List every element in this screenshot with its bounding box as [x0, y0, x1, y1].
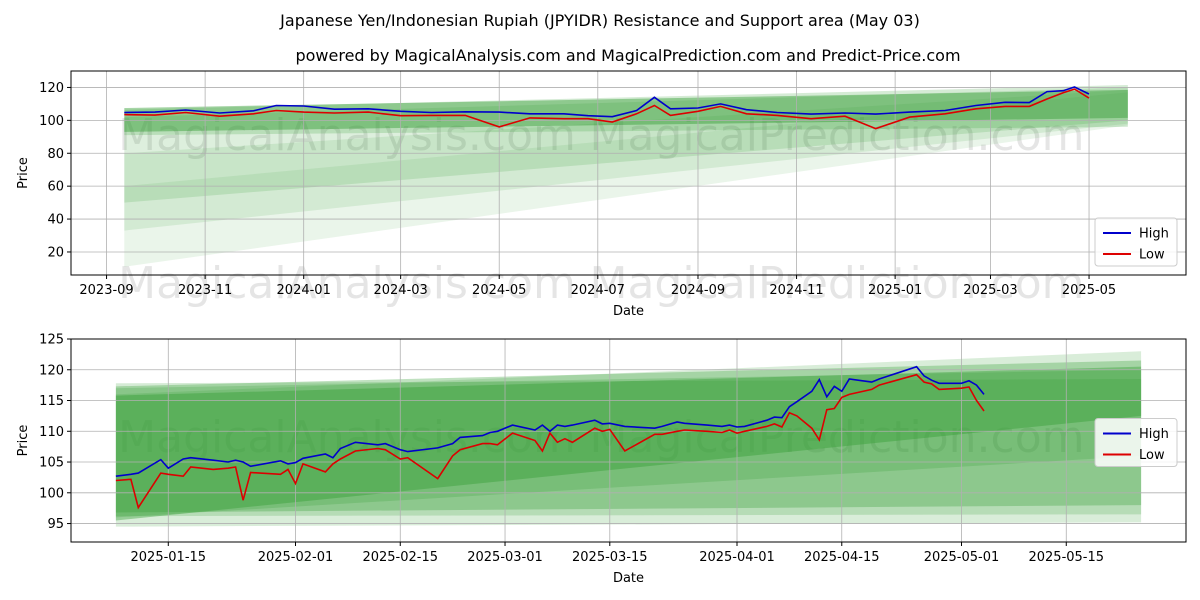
y-tick-label: 20: [47, 245, 64, 260]
y-tick-label: 115: [39, 394, 64, 409]
legend-entry-low: Low: [1139, 448, 1165, 463]
series-line-high: [124, 86, 1090, 118]
x-tick-label: 2024-05: [472, 283, 526, 298]
plot-frame: [70, 70, 1187, 276]
x-tick-label: 2024-01: [277, 283, 331, 298]
series-line-low: [115, 373, 985, 510]
x-tick-label: 2025-05-01: [924, 550, 1000, 565]
legend-entry-high: High: [1139, 427, 1169, 442]
x-tick-label: 2025-02-15: [362, 550, 438, 565]
x-tick-label: 2025-05-15: [1028, 550, 1104, 565]
legend: High Low: [1094, 217, 1178, 267]
support-resistance-band: [124, 89, 1128, 231]
y-tick-label: 110: [39, 425, 64, 440]
x-tick-label: 2025-04-01: [699, 550, 775, 565]
series-line-low: [124, 88, 1090, 130]
support-resistance-band: [115, 369, 1142, 518]
x-tick-label: 2024-11: [769, 283, 823, 298]
watermark-text: MagicalAnalysis.com: [118, 412, 576, 463]
support-resistance-band: [115, 366, 1142, 521]
chart-subtitle: powered by MagicalAnalysis.com and Magic…: [295, 46, 960, 65]
y-tick-label: 80: [47, 147, 64, 162]
x-axis-label: Date: [613, 571, 644, 586]
x-tick-label: 2023-11: [178, 283, 232, 298]
plot-area: [71, 339, 1186, 542]
series-line-high: [115, 365, 985, 477]
y-tick-label: 100: [39, 114, 64, 129]
y-tick-label: 40: [47, 213, 64, 228]
top-panel: MagicalAnalysis.com MagicalPrediction.com…: [16, 70, 1187, 319]
x-tick-label: 2025-02-01: [258, 550, 334, 565]
y-tick-label: 100: [39, 486, 64, 501]
y-axis-label: Price: [16, 157, 31, 189]
support-resistance-band: [124, 84, 1128, 136]
legend-entry-low: Low: [1139, 248, 1165, 263]
x-tick-label: 2025-03: [963, 283, 1017, 298]
plot-frame: [70, 338, 1187, 543]
support-resistance-band: [124, 92, 1128, 267]
watermark-text: MagicalPrediction.com: [590, 412, 1085, 463]
y-tick-label: 120: [39, 363, 64, 378]
x-axis-label: Date: [613, 304, 644, 319]
legend: High Low: [1094, 418, 1178, 467]
x-tick-label: 2024-09: [671, 283, 725, 298]
chart-title: Japanese Yen/Indonesian Rupiah (JPYIDR) …: [279, 11, 920, 30]
legend-box: [1094, 217, 1178, 267]
bottom-panel: MagicalAnalysis.com MagicalPrediction.com…: [16, 333, 1187, 586]
legend-box: [1094, 418, 1178, 467]
y-tick-label: 120: [39, 81, 64, 96]
y-tick-label: 105: [39, 456, 64, 471]
y-tick-label: 60: [47, 180, 64, 195]
x-tick-label: 2025-05: [1062, 283, 1116, 298]
x-tick-label: 2024-03: [373, 283, 427, 298]
x-tick-label: 2025-03-01: [467, 550, 543, 565]
x-tick-label: 2025-01-15: [131, 550, 207, 565]
x-tick-label: 2025-01: [868, 283, 922, 298]
legend-entry-high: High: [1139, 227, 1169, 242]
x-tick-label: 2025-03-15: [572, 550, 648, 565]
x-tick-label: 2025-04-15: [804, 550, 880, 565]
watermark-text: MagicalPrediction.com: [590, 258, 1085, 309]
support-resistance-band: [124, 89, 1128, 132]
y-tick-label: 95: [47, 517, 64, 532]
support-resistance-band: [115, 360, 1142, 513]
y-tick-label: 125: [39, 333, 64, 348]
plot-area: [71, 71, 1186, 275]
x-tick-label: 2024-07: [571, 283, 625, 298]
support-resistance-band: [115, 351, 1142, 527]
y-axis-label: Price: [16, 425, 31, 457]
x-tick-label: 2023-09: [79, 283, 133, 298]
support-resistance-band: [124, 87, 1128, 203]
watermark-text: MagicalPrediction.com: [590, 110, 1085, 161]
support-resistance-band: [115, 378, 1142, 517]
